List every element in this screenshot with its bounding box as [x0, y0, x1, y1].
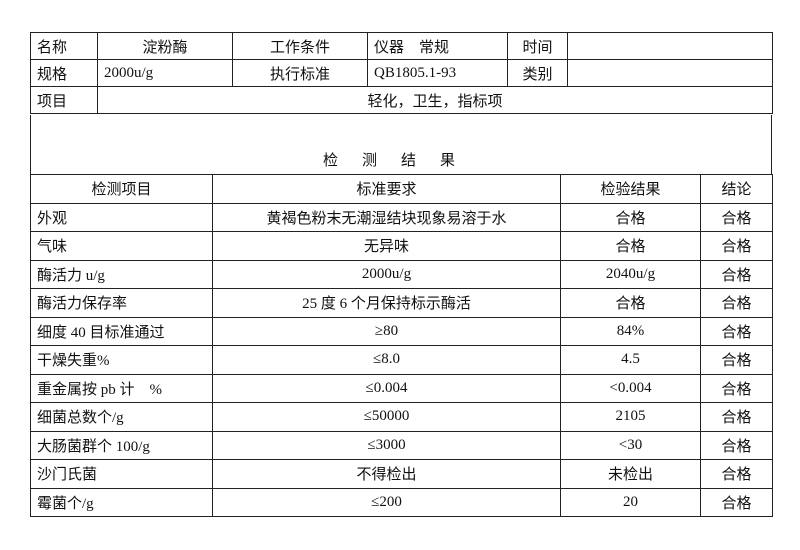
spec-label: 规格	[30, 59, 98, 87]
category-label: 类别	[507, 59, 568, 87]
results-table: 检测项目 标准要求 检验结果 结论 外观 黄褐色粉末无潮湿结块现象易溶于水 合格 合格 气味 无异…	[30, 174, 773, 517]
result-cell: <0.004	[560, 373, 701, 403]
requirement-cell: ≤0.004	[212, 373, 561, 403]
header-table: 名称 淀粉酶 工作条件 仪器 常规 时间 规格 2000u/g 执行标准 QB1…	[30, 32, 773, 114]
result-cell: 20	[560, 487, 701, 517]
section-title-area: 检测结果	[30, 115, 772, 174]
item-cell: 气味	[30, 231, 213, 261]
result-cell: 2105	[560, 402, 701, 432]
item-cell: 酶活力保存率	[30, 288, 213, 318]
requirement-cell: ≥80	[212, 316, 561, 346]
item-value: 轻化，卫生，指标项	[97, 86, 773, 114]
table-row: 酶活力保存率 25 度 6 个月保持标示酶活 合格 合格	[30, 288, 773, 318]
conclusion-cell: 合格	[700, 231, 773, 261]
table-row: 霉菌个/g ≤200 20 合格	[30, 487, 773, 517]
requirement-cell: 无异味	[212, 231, 561, 261]
table-row: 大肠菌群个 100/g ≤3000 <30 合格	[30, 430, 773, 460]
column-header: 检验结果	[560, 174, 701, 204]
name-label: 名称	[30, 32, 98, 60]
item-cell: 重金属按 pb 计 %	[30, 373, 213, 403]
time-value	[567, 32, 773, 60]
result-cell: 2040u/g	[560, 259, 701, 289]
conclusion-cell: 合格	[700, 316, 773, 346]
work-cond-value: 仪器 常规	[367, 32, 508, 60]
requirement-cell: ≤8.0	[212, 345, 561, 375]
item-cell: 沙门氏菌	[30, 459, 213, 489]
result-cell: 合格	[560, 288, 701, 318]
time-label: 时间	[507, 32, 568, 60]
table-row: 外观 黄褐色粉末无潮湿结块现象易溶于水 合格 合格	[30, 202, 773, 232]
table-row: 沙门氏菌 不得检出 未检出 合格	[30, 459, 773, 489]
item-cell: 霉菌个/g	[30, 487, 213, 517]
item-label: 项目	[30, 86, 98, 114]
requirement-cell: ≤200	[212, 487, 561, 517]
standard-label: 执行标准	[232, 59, 368, 87]
table-row: 细度 40 目标准通过 ≥80 84% 合格	[30, 316, 773, 346]
result-cell: 合格	[560, 202, 701, 232]
conclusion-cell: 合格	[700, 259, 773, 289]
requirement-cell: ≤3000	[212, 430, 561, 460]
result-cell: 合格	[560, 231, 701, 261]
category-value	[567, 59, 773, 87]
column-header: 标准要求	[212, 174, 561, 204]
requirement-cell: ≤50000	[212, 402, 561, 432]
conclusion-cell: 合格	[700, 487, 773, 517]
result-cell: 未检出	[560, 459, 701, 489]
section-title: 检测结果	[322, 153, 479, 169]
conclusion-cell: 合格	[700, 202, 773, 232]
table-row: 干燥失重% ≤8.0 4.5 合格	[30, 345, 773, 375]
result-cell: 4.5	[560, 345, 701, 375]
table-header-row: 检测项目 标准要求 检验结果 结论	[30, 174, 773, 204]
item-cell: 大肠菌群个 100/g	[30, 430, 213, 460]
conclusion-cell: 合格	[700, 288, 773, 318]
conclusion-cell: 合格	[700, 402, 773, 432]
item-cell: 细度 40 目标准通过	[30, 316, 213, 346]
requirement-cell: 黄褐色粉末无潮湿结块现象易溶于水	[212, 202, 561, 232]
work-cond-label: 工作条件	[232, 32, 368, 60]
requirement-cell: 不得检出	[212, 459, 561, 489]
conclusion-cell: 合格	[700, 430, 773, 460]
name-value: 淀粉酶	[97, 32, 233, 60]
requirement-cell: 25 度 6 个月保持标示酶活	[212, 288, 561, 318]
column-header: 检测项目	[30, 174, 213, 204]
conclusion-cell: 合格	[700, 345, 773, 375]
table-row: 酶活力 u/g 2000u/g 2040u/g 合格	[30, 259, 773, 289]
table-row: 细菌总数个/g ≤50000 2105 合格	[30, 402, 773, 432]
table-row: 气味 无异味 合格 合格	[30, 231, 773, 261]
table-row: 重金属按 pb 计 % ≤0.004 <0.004 合格	[30, 373, 773, 403]
requirement-cell: 2000u/g	[212, 259, 561, 289]
column-header: 结论	[700, 174, 773, 204]
result-cell: <30	[560, 430, 701, 460]
conclusion-cell: 合格	[700, 373, 773, 403]
spec-value: 2000u/g	[97, 59, 233, 87]
standard-value: QB1805.1-93	[367, 59, 508, 87]
conclusion-cell: 合格	[700, 459, 773, 489]
result-cell: 84%	[560, 316, 701, 346]
item-cell: 细菌总数个/g	[30, 402, 213, 432]
item-cell: 酶活力 u/g	[30, 259, 213, 289]
item-cell: 外观	[30, 202, 213, 232]
item-cell: 干燥失重%	[30, 345, 213, 375]
